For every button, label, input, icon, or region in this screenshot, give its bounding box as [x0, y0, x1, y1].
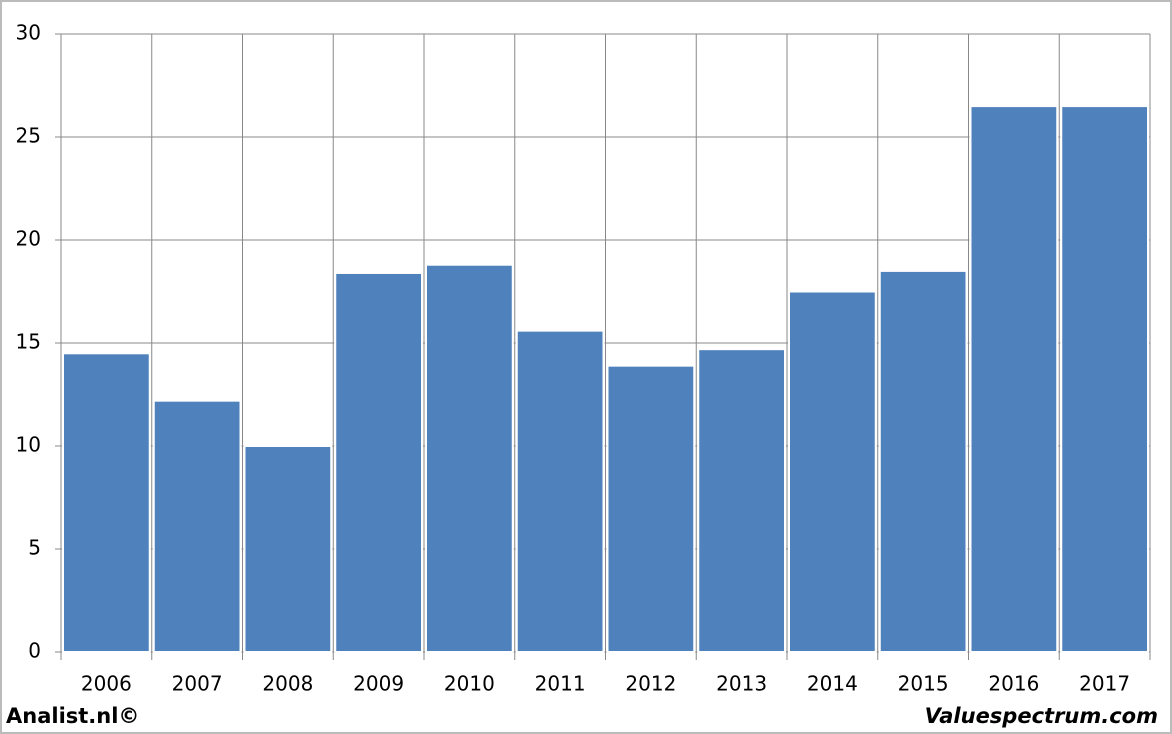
y-tick-label: 0 — [28, 639, 41, 663]
x-tick-label: 2008 — [262, 672, 313, 696]
x-tick-label: 2012 — [625, 672, 676, 696]
x-tick-label: 2007 — [172, 672, 223, 696]
x-tick-label: 2010 — [444, 672, 495, 696]
x-tick-label: 2017 — [1079, 672, 1130, 696]
x-tick-label: 2009 — [353, 672, 404, 696]
bar — [425, 263, 514, 653]
y-tick-label: 25 — [16, 124, 41, 148]
bar — [1060, 105, 1149, 654]
bar — [788, 290, 877, 653]
x-tick-label: 2011 — [535, 672, 586, 696]
bar — [152, 399, 242, 653]
bar — [878, 269, 968, 653]
bar — [334, 271, 423, 653]
y-tick-label: 10 — [16, 433, 41, 457]
footer-left: Analist.nl© — [6, 704, 139, 728]
x-tick-label: 2014 — [807, 672, 858, 696]
bar — [62, 352, 151, 653]
bar — [515, 329, 605, 653]
x-tick-label: 2015 — [898, 672, 949, 696]
bar — [697, 348, 786, 653]
y-tick-label: 5 — [28, 536, 41, 560]
y-tick-label: 30 — [16, 21, 41, 45]
x-tick-label: 2006 — [81, 672, 132, 696]
x-tick-label: 2013 — [716, 672, 767, 696]
x-tick-label: 2016 — [988, 672, 1039, 696]
y-tick-label: 15 — [16, 330, 41, 354]
bar — [243, 445, 333, 653]
footer-right: Valuespectrum.com — [925, 704, 1158, 728]
y-tick-label: 20 — [16, 227, 41, 251]
bar — [969, 105, 1059, 654]
bar — [606, 364, 696, 653]
